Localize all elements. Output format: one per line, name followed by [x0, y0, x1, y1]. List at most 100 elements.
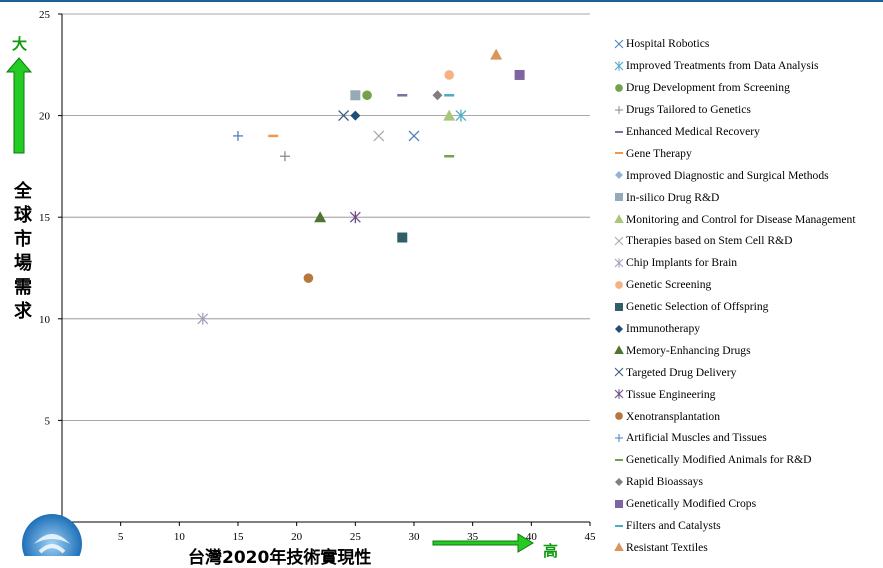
legend-item: In-silico Drug R&D: [612, 186, 882, 208]
legend: Hospital Robotics Improved Treatments fro…: [612, 33, 882, 558]
y-axis-label-char: 需: [14, 277, 32, 298]
legend-label: Hospital Robotics: [626, 37, 710, 51]
legend-label: Artificial Muscles and Tissues: [626, 431, 767, 445]
legend-marker: [614, 389, 624, 399]
legend-label: Tissue Engineering: [626, 387, 716, 401]
x-tick-label: 40: [526, 531, 538, 543]
legend-item: Enhanced Medical Recovery: [612, 121, 882, 143]
legend-label: Therapies based on Stem Cell R&D: [626, 234, 793, 248]
legend-marker: [614, 61, 624, 71]
legend-marker-icon: [614, 367, 624, 377]
y-axis-label-char: 球: [14, 205, 32, 226]
data-point: [338, 110, 350, 122]
legend-label: Resistant Textiles: [626, 540, 708, 554]
x-tick-label: 30: [409, 531, 421, 543]
legend-item: Immunotherapy: [612, 318, 882, 340]
legend-item: Hospital Robotics: [612, 33, 882, 55]
legend-item: Genetically Modified Animals for R&D: [612, 449, 882, 471]
x-arrow: [432, 533, 534, 553]
legend-label: Genetically Modified Animals for R&D: [626, 453, 812, 467]
data-point: [303, 273, 314, 283]
legend-marker-icon: [614, 236, 624, 246]
legend-label: Filters and Catalysts: [626, 519, 721, 533]
legend-marker-icon: [615, 171, 623, 180]
legend-marker: [615, 433, 624, 442]
legend-item: Genetically Modified Crops: [612, 493, 882, 515]
legend-marker: [615, 105, 624, 114]
legend-marker: [615, 477, 623, 486]
data-point: [443, 109, 456, 121]
y-tick-label: 15: [39, 212, 51, 224]
legend-label: Genetic Selection of Offspring: [626, 300, 769, 314]
y-axis-label-char: 全: [14, 181, 32, 202]
legend-marker-icon: [614, 345, 624, 355]
legend-label: Rapid Bioassays: [626, 475, 703, 489]
legend-marker-icon: [614, 39, 624, 49]
y-axis-label-char: 市: [14, 229, 32, 250]
legend-marker: [615, 499, 623, 508]
data-point: [314, 211, 327, 223]
legend-item: Tissue Engineering: [612, 383, 882, 405]
legend-marker-icon: [614, 214, 624, 224]
legend-marker-icon: [615, 324, 623, 333]
data-point: [373, 130, 385, 142]
y-tick-label: 10: [39, 314, 51, 326]
legend-marker-icon: [615, 130, 624, 133]
data-point: [490, 48, 503, 60]
data-point: [279, 151, 290, 162]
legend-marker-icon: [615, 105, 624, 114]
data-point: [197, 312, 209, 325]
legend-item: Improved Diagnostic and Surgical Methods: [612, 164, 882, 186]
legend-item: Resistant Textiles: [612, 536, 882, 558]
y-axis-label: 全球市場需求: [11, 180, 35, 324]
x-tick-label: 45: [585, 531, 597, 543]
scatter-plot: 0510152025051015202530354045: [5, 9, 597, 553]
legend-label: Drug Development from Screening: [626, 81, 790, 95]
data-point: [362, 90, 372, 101]
legend-item: Genetic Screening: [612, 274, 882, 296]
y-tick-label: 5: [45, 415, 51, 427]
legend-label: Memory-Enhancing Drugs: [626, 343, 751, 357]
legend-marker-icon: [615, 412, 623, 420]
legend-marker-icon: [615, 302, 623, 311]
legend-marker: [615, 193, 623, 202]
legend-item: Rapid Bioassays: [612, 471, 882, 493]
legend-item: Drug Development from Screening: [612, 77, 882, 99]
legend-label: Chip Implants for Brain: [626, 256, 738, 270]
legend-marker-icon: [615, 83, 623, 92]
legend-marker-icon: [615, 458, 624, 461]
x-tick-label: 15: [233, 531, 245, 543]
legend-label: Targeted Drug Delivery: [626, 365, 737, 379]
legend-label: Immunotherapy: [626, 322, 701, 336]
legend-marker-icon: [615, 280, 623, 289]
data-point: [514, 69, 525, 80]
legend-marker: [615, 280, 623, 289]
legend-label: Improved Diagnostic and Surgical Methods: [626, 168, 829, 182]
legend-marker: [614, 236, 624, 246]
x-tick-label: 5: [118, 531, 124, 543]
data-point: [455, 109, 467, 122]
legend-item: Filters and Catalysts: [612, 515, 882, 537]
legend-item: Artificial Muscles and Tissues: [612, 427, 882, 449]
legend-item: Targeted Drug Delivery: [612, 361, 882, 383]
legend-marker-icon: [614, 258, 624, 268]
x-tick-label: 20: [291, 531, 303, 543]
data-point: [233, 130, 243, 141]
legend-marker: [615, 412, 623, 420]
legend-label: Enhanced Medical Recovery: [626, 125, 760, 138]
legend-item: Drugs Tailored to Genetics: [612, 99, 882, 121]
legend-marker: [614, 542, 624, 552]
x-tick-label: 10: [174, 531, 186, 543]
legend-item: Xenotransplantation: [612, 405, 882, 427]
legend-marker-icon: [615, 433, 624, 442]
legend-label: Genetically Modified Crops: [626, 497, 757, 511]
institute-logo: [22, 514, 82, 556]
y-tick-label: 20: [39, 111, 51, 123]
data-point: [432, 90, 443, 101]
legend-item: Memory-Enhancing Drugs: [612, 339, 882, 361]
legend-marker: [614, 258, 624, 268]
legend-marker: [614, 39, 624, 49]
legend-marker-icon: [614, 542, 624, 552]
legend-marker-icon: [615, 193, 623, 202]
x-tick-label: 35: [467, 531, 479, 543]
